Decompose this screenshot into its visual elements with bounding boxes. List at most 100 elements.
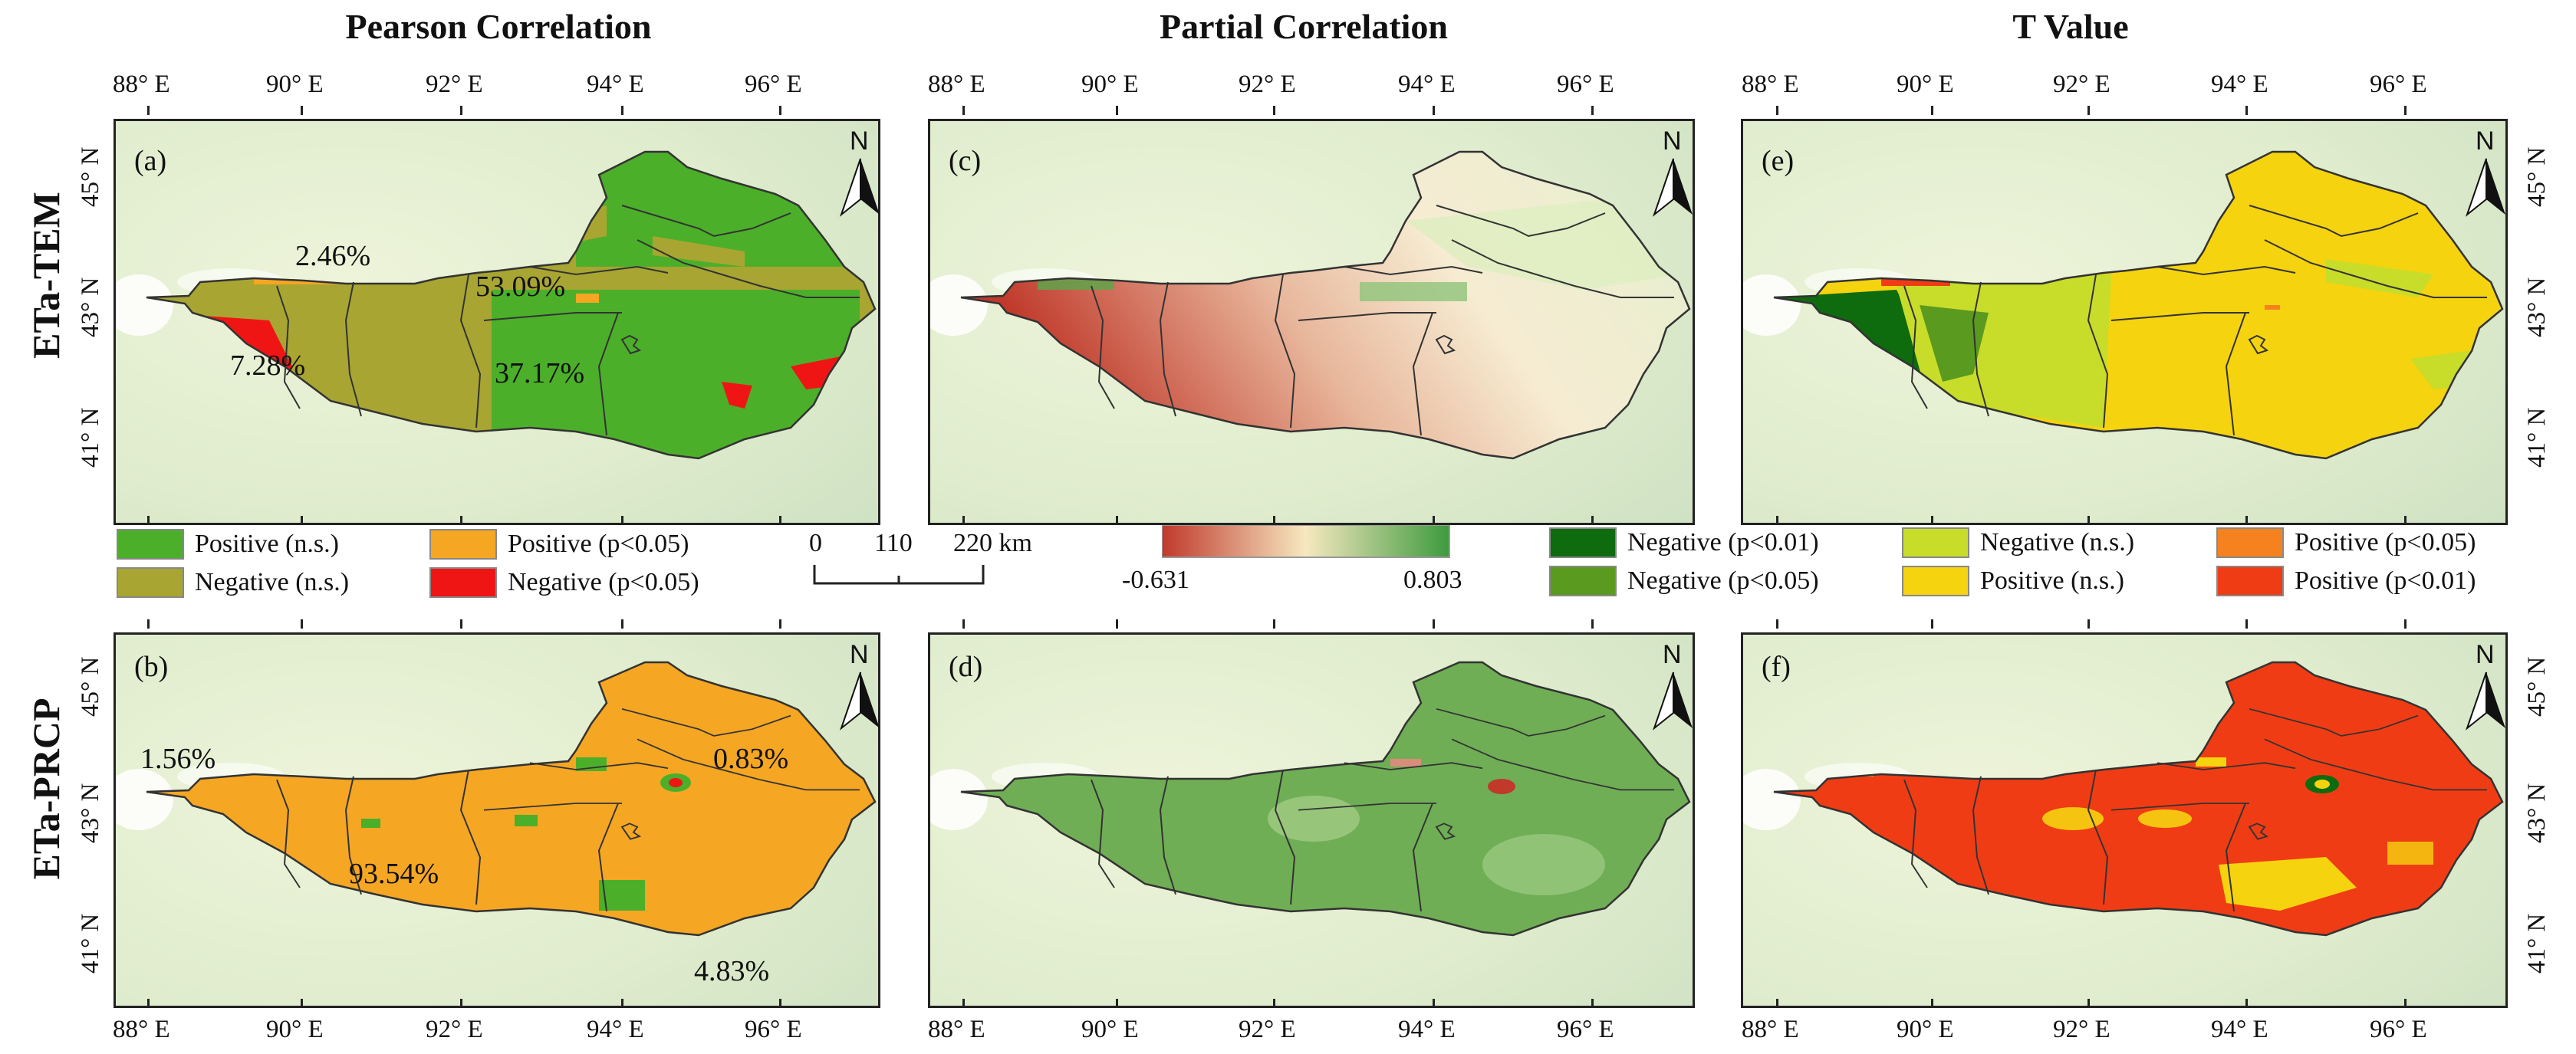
tick-mark: [621, 999, 623, 1008]
colorbar-min: -0.631: [1122, 566, 1189, 594]
tick-mark: [147, 106, 150, 115]
tick-mark: [1591, 619, 1594, 629]
lat-label: 45° N: [2523, 656, 2551, 717]
tick-mark: [1931, 619, 1933, 629]
lat-label: 43° N: [77, 783, 104, 843]
tick-mark: [2404, 106, 2407, 115]
lat-label: 41° N: [2523, 407, 2551, 468]
legend-swatch: [429, 567, 497, 598]
tick-mark: [147, 619, 150, 629]
lon-label-top: 92° E: [2053, 71, 2110, 98]
legend-item-pearson: Positive (n.s.): [117, 529, 339, 560]
tick-mark: [1591, 516, 1594, 525]
panel-label-b: (b): [134, 651, 169, 683]
legend-item-pearson: Negative (p<0.05): [429, 567, 699, 598]
column-title-tvalue: T Value: [2012, 7, 2129, 46]
tick-mark: [147, 999, 150, 1008]
legend-item-tvalue: Negative (p<0.01): [1549, 527, 1819, 558]
tick-mark: [621, 106, 623, 115]
panel-label-d: (d): [949, 651, 983, 683]
lon-label-bottom: 92° E: [426, 1016, 483, 1043]
lon-label-bottom: 96° E: [745, 1016, 802, 1043]
tick-mark: [460, 619, 462, 629]
tick-mark: [1273, 999, 1275, 1008]
lon-label-top: 96° E: [2370, 71, 2427, 98]
lon-label-top: 90° E: [266, 71, 324, 98]
scale-tick: 0: [809, 529, 822, 557]
legend-item-tvalue: Positive (p<0.05): [2216, 527, 2476, 558]
percent-label: 53.09%: [475, 271, 566, 303]
legend-swatch: [2216, 566, 2284, 596]
percent-label: 93.54%: [349, 858, 439, 890]
legend-swatch: [1902, 527, 1969, 558]
percent-label: 2.46%: [295, 240, 371, 272]
tick-mark: [1433, 516, 1435, 525]
tick-mark: [1931, 516, 1933, 525]
panel-label-a: (a): [134, 145, 167, 177]
north-arrow-shape: [1652, 671, 1693, 731]
column-title-pearson: Pearson Correlation: [345, 7, 652, 46]
colorbar: [1162, 525, 1450, 558]
lon-label-bottom: 94° E: [587, 1016, 644, 1043]
lat-label: 43° N: [77, 277, 104, 337]
scale-tick: 220 km: [953, 529, 1032, 557]
tick-mark: [2087, 619, 2090, 629]
tick-mark: [1433, 619, 1435, 629]
north-arrow-icon: N: [1649, 640, 1703, 732]
tick-mark: [1116, 106, 1118, 115]
tick-mark: [1776, 999, 1778, 1008]
tick-mark: [1591, 106, 1594, 115]
tick-mark: [1273, 619, 1275, 629]
scale-bar: [813, 565, 985, 585]
north-arrow-shape: [1652, 158, 1693, 217]
north-arrow-icon: N: [836, 126, 890, 218]
map-panel-a: [114, 119, 880, 525]
tick-mark: [962, 999, 965, 1008]
north-label: N: [2476, 640, 2495, 669]
percent-label: 7.28%: [230, 350, 306, 382]
lon-label-top: 88° E: [1742, 71, 1799, 98]
tick-mark: [2087, 999, 2090, 1008]
scale-tick: 110: [874, 529, 913, 557]
tick-mark: [1273, 516, 1275, 525]
legend-label: Negative (p<0.05): [1627, 566, 1819, 595]
tick-mark: [2404, 516, 2407, 525]
lon-label-top: 94° E: [2211, 71, 2268, 98]
legend-item-tvalue: Positive (p<0.01): [2216, 566, 2476, 596]
lon-label-bottom: 96° E: [2370, 1016, 2427, 1043]
legend-item-tvalue: Negative (n.s.): [1902, 527, 2134, 558]
tick-mark: [301, 106, 303, 115]
legend-label: Positive (p<0.05): [508, 530, 689, 558]
percent-label: 0.83%: [713, 743, 789, 775]
map-panel-c: [928, 119, 1695, 525]
map-panel-f: [1741, 632, 2508, 1008]
lat-label: 43° N: [2523, 783, 2551, 843]
north-arrow-shape: [839, 671, 880, 731]
lon-label-top: 92° E: [1239, 71, 1296, 98]
lon-label-bottom: 94° E: [1398, 1016, 1456, 1043]
tick-mark: [1433, 999, 1435, 1008]
lon-label-bottom: 92° E: [2053, 1016, 2110, 1043]
tick-mark: [1776, 619, 1778, 629]
lon-label-bottom: 88° E: [113, 1016, 170, 1043]
tick-mark: [1776, 516, 1778, 525]
map-panel-b: [114, 632, 880, 1008]
tick-mark: [2087, 106, 2090, 115]
tick-mark: [1116, 999, 1118, 1008]
tick-mark: [1116, 516, 1118, 525]
lon-label-top: 88° E: [113, 71, 170, 98]
lat-label: 43° N: [2523, 277, 2551, 337]
panel-label-f: (f): [1762, 651, 1791, 683]
tick-mark: [301, 516, 303, 525]
tick-mark: [962, 106, 965, 115]
tick-mark: [962, 619, 965, 629]
lon-label-top: 96° E: [745, 71, 802, 98]
lat-label: 41° N: [2523, 913, 2551, 974]
lon-label-top: 88° E: [928, 71, 985, 98]
lon-label-bottom: 90° E: [1081, 1016, 1139, 1043]
legend-label: Positive (n.s.): [195, 530, 339, 558]
percent-label: 4.83%: [694, 955, 770, 987]
lon-label-top: 96° E: [1557, 71, 1614, 98]
tick-mark: [460, 516, 462, 525]
north-arrow-icon: N: [836, 640, 890, 732]
